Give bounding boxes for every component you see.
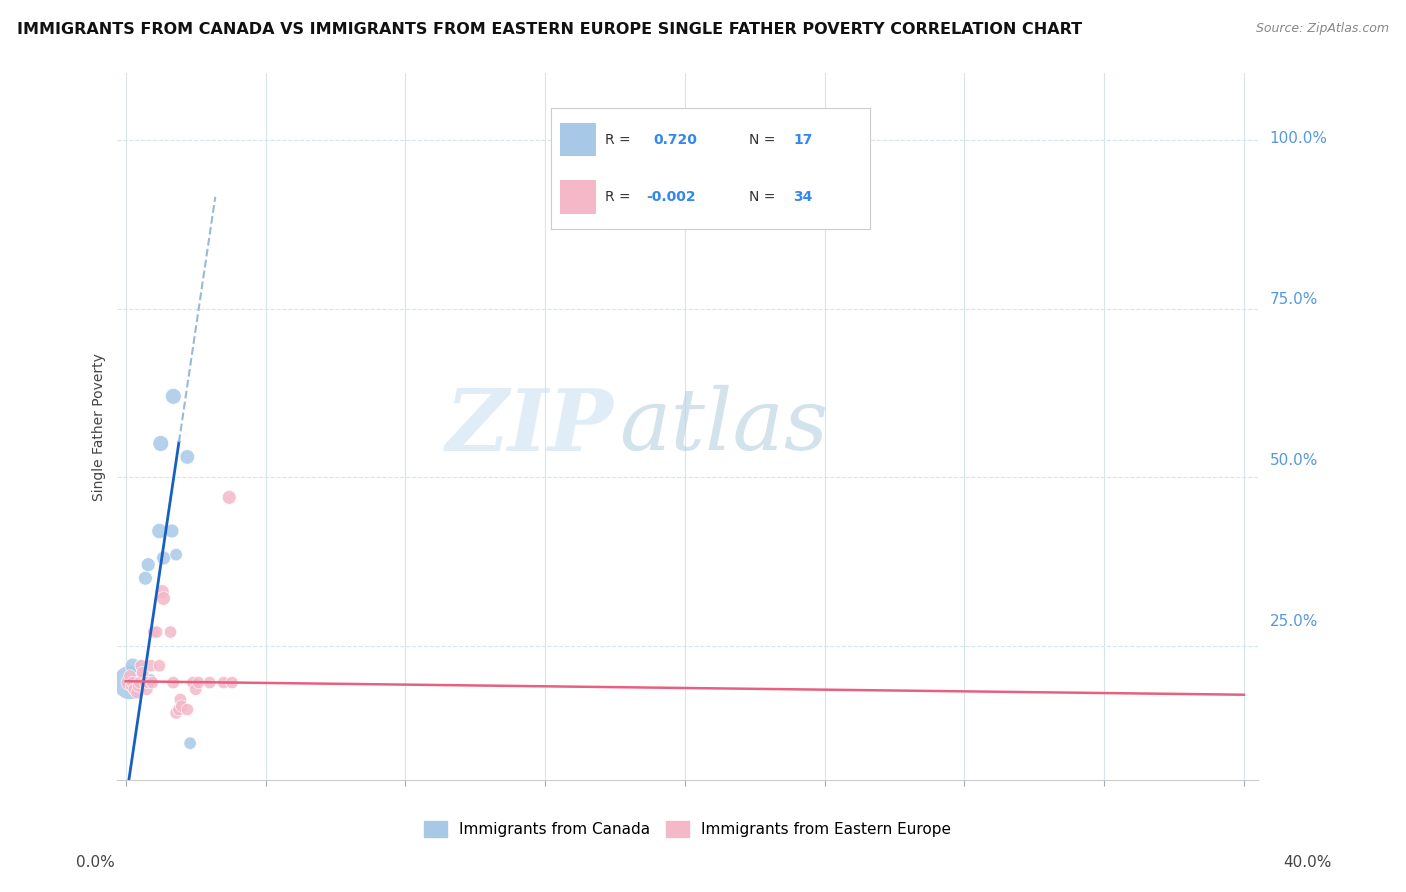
Text: IMMIGRANTS FROM CANADA VS IMMIGRANTS FROM EASTERN EUROPE SINGLE FATHER POVERTY C: IMMIGRANTS FROM CANADA VS IMMIGRANTS FRO… <box>17 22 1083 37</box>
Point <box>198 675 221 690</box>
Point <box>139 672 162 686</box>
Point <box>135 682 157 697</box>
Point <box>122 682 145 697</box>
Point <box>218 491 240 505</box>
Point <box>152 551 174 566</box>
Point <box>221 675 243 690</box>
Point <box>141 675 163 690</box>
Point <box>184 682 207 697</box>
Point <box>152 591 174 606</box>
Point <box>136 675 159 690</box>
Point <box>125 686 148 700</box>
Point <box>149 436 172 450</box>
Text: Source: ZipAtlas.com: Source: ZipAtlas.com <box>1256 22 1389 36</box>
Text: 40.0%: 40.0% <box>1284 855 1331 870</box>
Point <box>165 548 187 562</box>
Point <box>148 524 170 538</box>
Point <box>142 625 165 640</box>
Point <box>132 672 155 686</box>
Point <box>129 658 152 673</box>
Point <box>125 675 148 690</box>
Point <box>136 558 159 572</box>
Point <box>212 675 235 690</box>
Point <box>127 679 149 693</box>
Point <box>134 675 156 690</box>
Point <box>121 658 143 673</box>
Text: 0.0%: 0.0% <box>76 855 115 870</box>
Text: atlas: atlas <box>619 385 828 468</box>
Point <box>145 625 167 640</box>
Point <box>120 679 142 693</box>
Point <box>181 675 204 690</box>
Point <box>148 658 170 673</box>
Point <box>121 675 143 690</box>
Point <box>134 571 156 585</box>
Point <box>117 675 139 690</box>
Point <box>169 692 191 706</box>
Point <box>167 702 190 716</box>
Legend: Immigrants from Canada, Immigrants from Eastern Europe: Immigrants from Canada, Immigrants from … <box>418 815 957 843</box>
Point <box>162 389 184 403</box>
Point <box>150 584 173 599</box>
Point <box>162 675 184 690</box>
Point <box>159 625 181 640</box>
Point <box>170 699 193 714</box>
Text: ZIP: ZIP <box>446 384 613 468</box>
Point <box>139 658 162 673</box>
Y-axis label: Single Father Poverty: Single Father Poverty <box>93 352 107 500</box>
Point <box>118 675 141 690</box>
Point <box>122 675 145 690</box>
Point <box>131 665 153 680</box>
Point <box>165 706 187 720</box>
Point <box>129 658 152 673</box>
Point <box>187 675 209 690</box>
Point <box>128 675 150 690</box>
Point <box>176 702 198 716</box>
Point <box>179 736 201 750</box>
Point <box>118 669 141 683</box>
Point <box>160 524 183 538</box>
Point <box>176 450 198 464</box>
